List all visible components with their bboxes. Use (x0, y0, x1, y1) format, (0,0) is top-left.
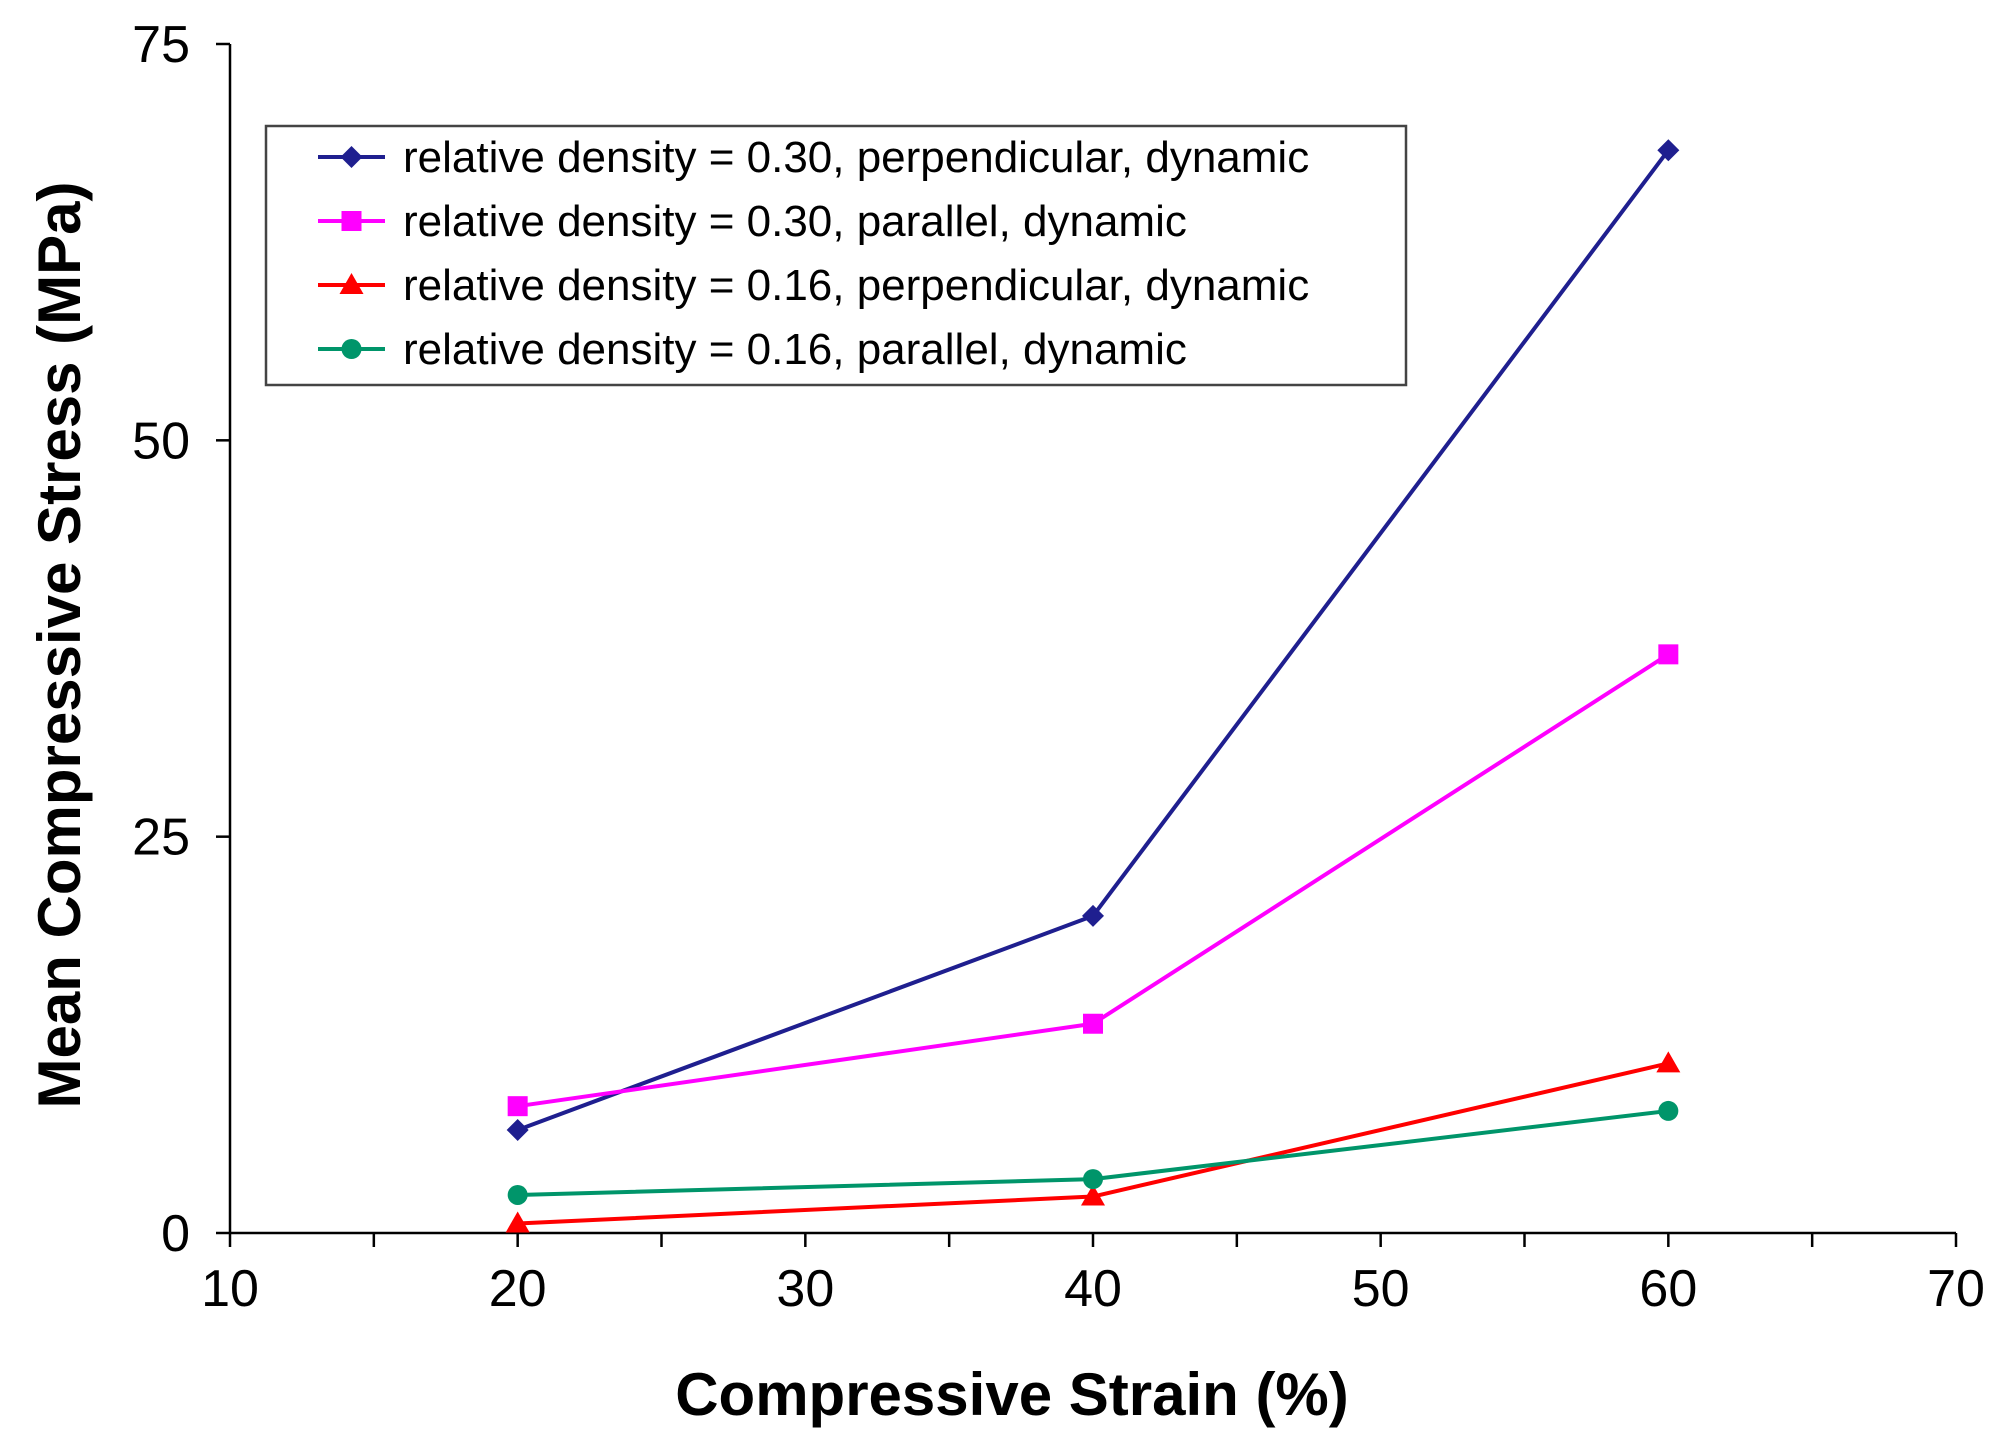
legend-label: relative density = 0.16, perpendicular, … (403, 261, 1309, 310)
data-point (506, 1118, 529, 1141)
legend-item: relative density = 0.16, parallel, dynam… (318, 325, 1187, 374)
x-tick-labels: 10 20 30 40 50 60 70 (201, 1260, 1985, 1318)
x-tick-label: 50 (1352, 1260, 1410, 1318)
y-tick-label: 0 (161, 1205, 190, 1263)
y-tick-label: 25 (132, 809, 190, 867)
data-point (1656, 1051, 1681, 1073)
data-point (1658, 644, 1679, 665)
legend-box (264, 124, 1408, 387)
legend-item: relative density = 0.16, perpendicular, … (318, 261, 1309, 310)
series-2 (507, 644, 1679, 1117)
x-tick-label: 40 (1064, 1260, 1122, 1318)
y-axis-title: Mean Compressive Stress (MPa) (26, 181, 93, 1108)
legend-item: relative density = 0.30, perpendicular, … (318, 133, 1309, 182)
data-point (1081, 1184, 1105, 1206)
series-4 (507, 1100, 1679, 1205)
legend-label: relative density = 0.16, parallel, dynam… (403, 325, 1187, 374)
x-tick-label: 10 (201, 1260, 259, 1318)
y-tick-label: 50 (132, 412, 190, 470)
data-point (1083, 1169, 1103, 1190)
x-tick-label: 20 (489, 1260, 547, 1318)
x-tick-marks (228, 1233, 1958, 1247)
legend-items: relative density = 0.30, perpendicular, … (318, 133, 1309, 374)
x-tick-label: 70 (1927, 1260, 1985, 1318)
x-tick-label: 60 (1639, 1260, 1697, 1318)
series-1 (506, 139, 1680, 1141)
data-point (507, 1184, 528, 1205)
y-tick-label: 75 (132, 16, 190, 74)
data-point (1083, 1013, 1103, 1034)
y-tick-labels: 0 25 50 75 (132, 16, 190, 1263)
x-axis-title: Compressive Strain (%) (675, 1361, 1349, 1428)
data-point (1082, 904, 1104, 927)
series-layer (505, 139, 1681, 1233)
legend-label: relative density = 0.30, perpendicular, … (403, 133, 1309, 182)
legend-label: relative density = 0.30, parallel, dynam… (403, 197, 1187, 246)
legend: relative density = 0.30, perpendicular, … (264, 124, 1408, 387)
data-point (1657, 139, 1680, 162)
legend-marker (341, 211, 362, 231)
legend-item: relative density = 0.30, parallel, dynam… (318, 197, 1187, 246)
series-3 (505, 1051, 1681, 1233)
legend-marker (340, 146, 363, 168)
legend-marker (341, 339, 362, 359)
data-point (1658, 1100, 1679, 1121)
data-point (507, 1096, 528, 1117)
x-tick-label: 30 (776, 1260, 834, 1318)
y-tick-marks (216, 42, 230, 1235)
data-point (505, 1211, 530, 1233)
legend-marker (339, 273, 364, 294)
